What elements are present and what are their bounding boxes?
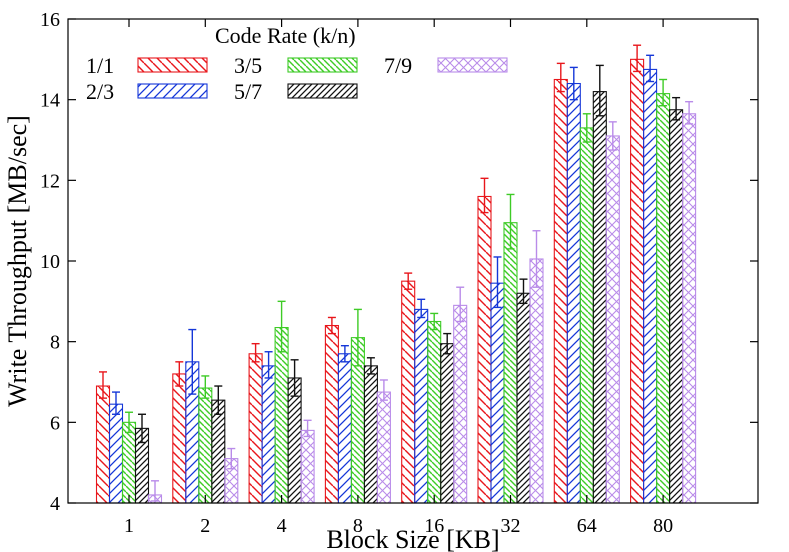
x-tick-label: 4 <box>277 515 287 537</box>
bar <box>376 391 391 504</box>
y-tick-label: 16 <box>40 9 60 31</box>
bar <box>198 387 213 504</box>
x-tick-label: 8 <box>353 515 363 537</box>
legend-swatch <box>137 83 208 99</box>
x-tick-label: 32 <box>501 515 521 537</box>
x-tick-label: 16 <box>424 515 444 537</box>
bar <box>337 353 352 504</box>
bar <box>261 365 276 504</box>
bar <box>300 429 315 504</box>
y-tick-label: 10 <box>40 251 60 273</box>
bar <box>248 353 263 504</box>
legend-swatch <box>137 57 208 73</box>
x-tick-label: 64 <box>577 515 597 537</box>
bar <box>529 258 544 504</box>
legend-label: 5/7 <box>234 79 262 104</box>
bar <box>643 68 658 504</box>
bar <box>630 58 645 504</box>
legend-swatch <box>287 83 358 99</box>
bar <box>592 91 607 504</box>
bar <box>490 282 505 504</box>
bar <box>108 403 124 504</box>
x-tick-label: 2 <box>200 515 210 537</box>
y-axis-title: Write Throughput [MB/sec] <box>3 115 32 407</box>
bar <box>566 82 581 504</box>
bar <box>516 292 531 504</box>
bars-layer <box>95 44 697 504</box>
bar <box>453 304 468 504</box>
y-tick-label: 8 <box>50 332 60 354</box>
bar <box>553 78 568 504</box>
x-tick-label: 80 <box>653 515 673 537</box>
bar <box>363 365 378 504</box>
bar <box>682 113 697 504</box>
bar <box>211 399 226 504</box>
bar <box>401 280 416 504</box>
legend-swatch <box>437 57 508 73</box>
legend-label: 2/3 <box>86 79 114 104</box>
bar <box>414 308 429 504</box>
y-tick-label: 4 <box>50 493 60 515</box>
bar <box>427 320 442 504</box>
y-tick-label: 12 <box>40 170 60 192</box>
bar <box>656 93 671 504</box>
bar <box>121 421 137 504</box>
legend-label: 3/5 <box>234 53 262 78</box>
y-tick-label: 6 <box>50 412 60 434</box>
legend-label: 7/9 <box>384 53 412 78</box>
x-tick-label: 1 <box>124 515 134 537</box>
legend: Code Rate (k/n) 1/12/3 3/55/7 7/9 <box>86 23 508 104</box>
bar <box>274 326 289 504</box>
bar <box>440 343 455 504</box>
bar <box>172 373 187 504</box>
legend-swatch <box>287 57 358 73</box>
legend-title: Code Rate (k/n) <box>215 23 356 48</box>
bar <box>669 109 684 504</box>
bar <box>324 324 339 504</box>
y-tick-label: 14 <box>40 90 60 112</box>
bar <box>579 127 594 504</box>
bar <box>95 385 111 504</box>
bar <box>503 222 518 504</box>
legend-label: 1/1 <box>86 53 114 78</box>
bar <box>605 135 620 504</box>
x-axis-title: Block Size [KB] <box>326 525 499 552</box>
bar <box>477 195 492 504</box>
